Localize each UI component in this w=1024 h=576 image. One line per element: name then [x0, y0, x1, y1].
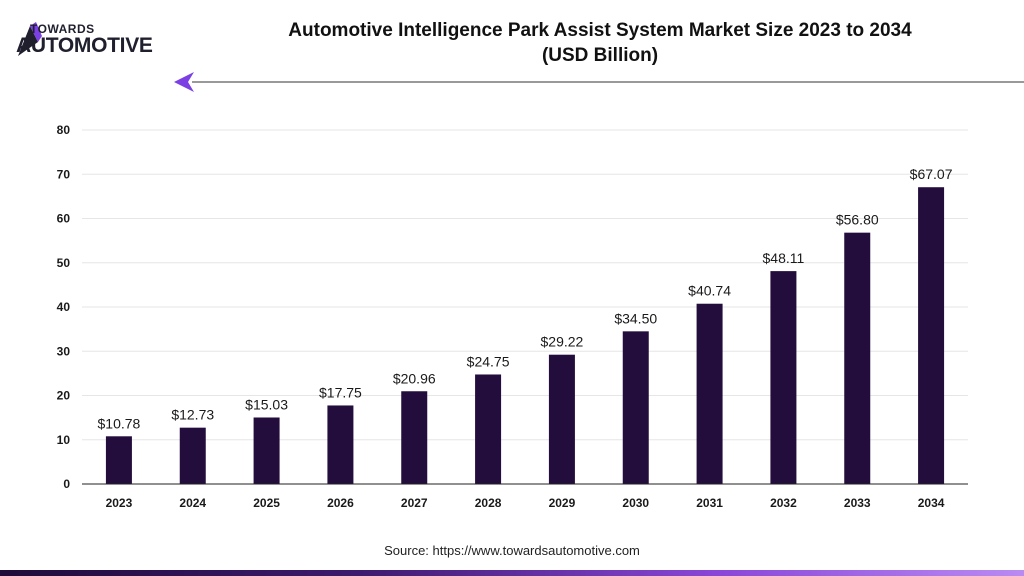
bars: [105, 187, 945, 484]
y-tick-label: 70: [57, 167, 71, 181]
x-tick-label-2026: 2026: [327, 496, 354, 510]
bar-2026: [327, 405, 354, 484]
bar-2034: [918, 187, 945, 484]
arrow-left-icon: [174, 72, 194, 92]
y-tick-label: 50: [57, 256, 71, 270]
data-label-2026: $17.75: [319, 384, 362, 400]
bar-2023: [105, 436, 132, 484]
x-tick-label-2028: 2028: [475, 496, 502, 510]
x-tick-label-2031: 2031: [696, 496, 723, 510]
data-label-2032: $48.11: [763, 250, 805, 266]
data-label-2030: $34.50: [614, 310, 657, 326]
bar-2028: [475, 374, 502, 484]
bar-2032: [770, 271, 797, 484]
data-label-2033: $56.80: [836, 212, 879, 228]
x-tick-label-2033: 2033: [844, 496, 871, 510]
chart-title-line-2: (USD Billion): [541, 45, 659, 66]
logo-triangle-icon: [18, 22, 42, 56]
x-axis-ticks: 2023 2024 2025 2026 2027 2028 2029 2030 2031 2032…: [106, 496, 945, 510]
data-label-2025: $15.03: [245, 396, 288, 412]
data-label-2027: $20.96: [393, 370, 436, 386]
bar-2027: [401, 391, 428, 484]
data-labels: $10.78 $12.73 $15.03 $17.75 $20.96 $24.75 $29.…: [98, 166, 953, 431]
y-tick-label: 20: [57, 389, 71, 403]
y-tick-label: 0: [63, 477, 70, 491]
bar-2030: [622, 331, 649, 484]
data-label-2023: $10.78: [98, 415, 141, 431]
x-tick-label-2027: 2027: [401, 496, 428, 510]
source-note: Source: https://www.towardsautomotive.co…: [384, 543, 640, 558]
y-tick-label: 40: [57, 300, 71, 314]
y-tick-label: 30: [57, 344, 71, 358]
data-label-2031: $40.74: [688, 283, 731, 299]
grid-lines: [82, 129, 968, 441]
bottom-accent-strip: [0, 570, 1024, 576]
bar-2033: [844, 232, 871, 484]
title-divider: [174, 72, 1024, 92]
logo-line-2: AUTOMOTIVE: [16, 34, 153, 57]
x-tick-label-2029: 2029: [549, 496, 576, 510]
x-tick-label-2030: 2030: [622, 496, 649, 510]
x-tick-label-2025: 2025: [253, 496, 280, 510]
bar-2031: [696, 303, 723, 484]
data-label-2034: $67.07: [910, 166, 953, 182]
bar-2029: [548, 354, 575, 484]
chart-title-line-1: Automotive Intelligence Park Assist Syst…: [288, 20, 912, 41]
data-label-2028: $24.75: [467, 353, 510, 369]
logo-line-1: TOWARDS: [30, 22, 95, 36]
x-tick-label-2034: 2034: [918, 496, 945, 510]
x-tick-label-2032: 2032: [770, 496, 797, 510]
x-tick-label-2024: 2024: [179, 496, 206, 510]
y-tick-label: 60: [57, 212, 71, 226]
bar-2024: [179, 427, 206, 484]
x-tick-label-2023: 2023: [106, 496, 133, 510]
y-tick-label: 80: [57, 123, 71, 137]
bar-2025: [253, 417, 280, 484]
data-label-2024: $12.73: [171, 407, 214, 423]
y-axis-ticks: 0 10 20 30 40 50 60 70 80: [57, 123, 71, 491]
brand-logo: TOWARDS AUTOMOTIVE: [16, 20, 186, 60]
chart-title: Automotive Intelligence Park Assist Syst…: [230, 18, 970, 68]
data-label-2029: $29.22: [541, 334, 584, 350]
y-tick-label: 10: [57, 433, 71, 447]
